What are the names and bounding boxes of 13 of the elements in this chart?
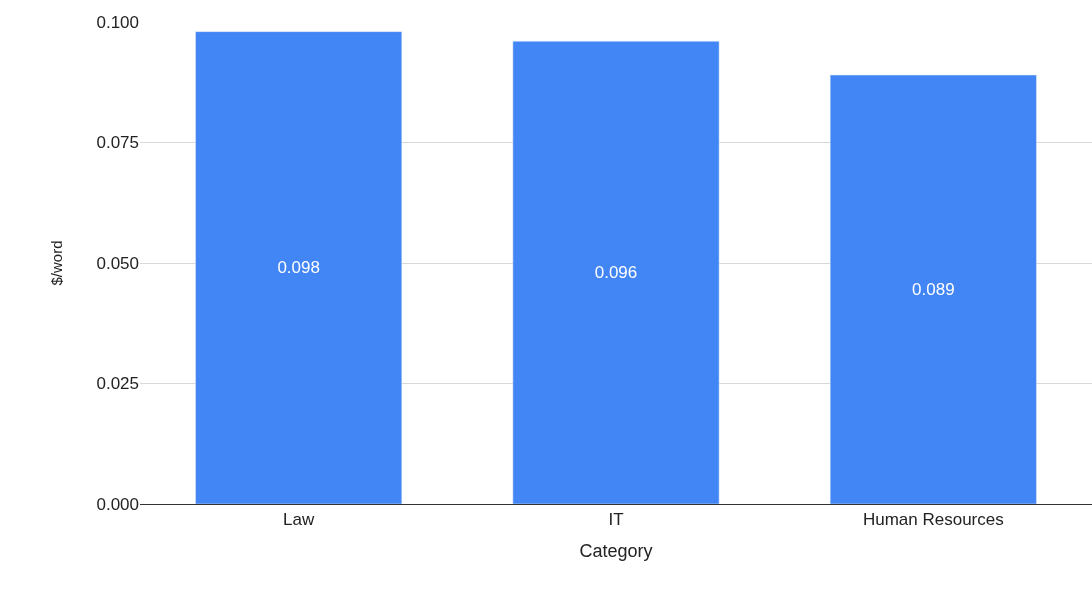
- data-label: 0.096: [594, 263, 638, 283]
- y-axis-title: $/word: [47, 240, 65, 286]
- data-label: 0.089: [912, 280, 955, 300]
- y-tick-label: 0.025: [96, 374, 139, 394]
- data-label: 0.098: [277, 258, 320, 278]
- x-axis-title: Category: [579, 540, 653, 561]
- x-tick-label: Law: [283, 510, 315, 530]
- y-tick-label: 0.100: [96, 12, 139, 32]
- x-tick-label: IT: [608, 510, 624, 530]
- x-tick-label: Human Resources: [862, 510, 1004, 530]
- y-tick-label: 0.000: [96, 494, 139, 514]
- y-tick-label: 0.075: [96, 133, 139, 153]
- y-tick-label: 0.050: [96, 253, 139, 273]
